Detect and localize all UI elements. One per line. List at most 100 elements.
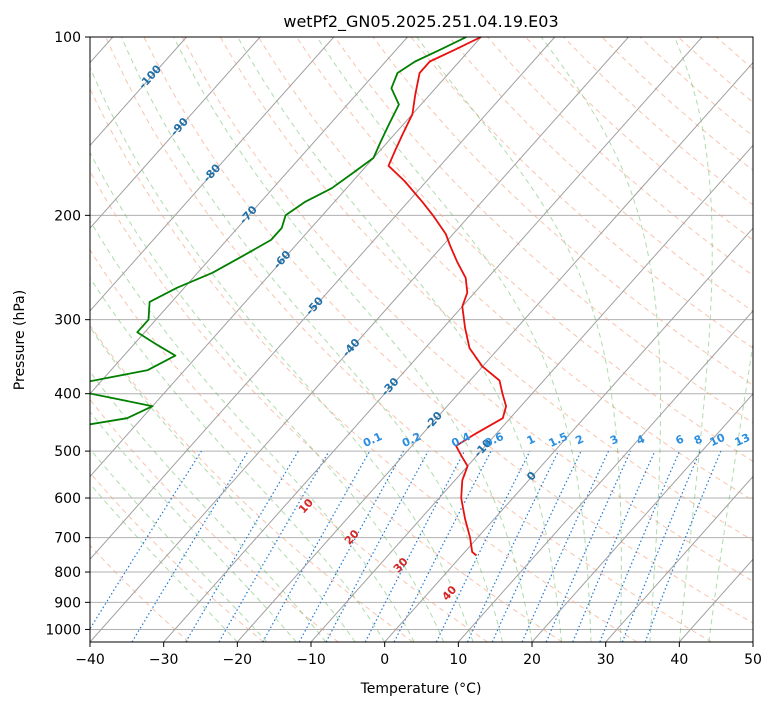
axes: −40 −30 −20 −10 0 10 20 30 40 5010020030040050060… (45, 30, 762, 668)
isotherm-line (163, 37, 703, 642)
mixing-ratio-line (364, 450, 465, 642)
mixing-ratio-line (545, 450, 632, 642)
moist-adiabat (90, 370, 327, 642)
moist-adiabat (90, 448, 268, 642)
mixing-ratio-label: 3 (608, 432, 620, 447)
x-tick-label: −10 (296, 652, 326, 668)
x-tick-label: 50 (744, 652, 762, 668)
isotherm-line (752, 641, 753, 642)
mixing-ratio-label: 16 (756, 431, 775, 449)
x-axis-title: Temperature (°C) (360, 681, 482, 697)
mixing-ratio-label: 13 (733, 431, 752, 449)
mixing-ratio-line (644, 450, 722, 642)
mixing-ratio-line (599, 450, 681, 642)
dry-adiabat (755, 37, 775, 642)
isotherm-line (90, 37, 187, 147)
mixing-ratio-line (131, 450, 249, 642)
dry-adiabat (715, 37, 753, 70)
y-tick-label: 500 (54, 444, 81, 460)
y-tick-label: 600 (54, 491, 81, 507)
x-tick-label: 10 (449, 652, 467, 668)
isotherm-line (310, 144, 753, 642)
moist-adiabat (540, 37, 661, 642)
dry-adiabat (487, 37, 753, 277)
moist-adiabat (237, 37, 562, 642)
mixing-ratio-line (435, 450, 531, 642)
mixing-ratio-line (393, 450, 492, 642)
moist-adiabat (120, 37, 503, 642)
moist-adiabat (90, 482, 238, 642)
mixing-ratio-label: 4 (635, 432, 648, 447)
moist-adiabat (673, 37, 713, 642)
dry-adiabat (181, 37, 753, 582)
y-tick-label: 300 (54, 313, 81, 329)
dry-adiabat (90, 248, 488, 642)
dewpoint-profile-line (90, 37, 467, 426)
x-tick-label: 40 (670, 652, 688, 668)
chart-title: wetPf2_GN05.2025.251.04.19.E03 (283, 12, 558, 32)
mixing-ratio-label: 2 (573, 432, 585, 447)
mixing-ratio-label: 1.5 (547, 430, 570, 450)
y-tick-label: 700 (54, 531, 81, 547)
dry-adiabat (257, 37, 753, 502)
moist-adiabat (416, 37, 622, 642)
dry-adiabat (219, 37, 753, 542)
mixing-ratio-line (218, 450, 330, 642)
isotherm-line (384, 227, 753, 642)
isotherm-line (457, 310, 753, 642)
x-tick-label: −30 (149, 652, 179, 668)
isotherm-line (90, 37, 629, 642)
x-tick-label: −20 (223, 652, 253, 668)
y-tick-label: 100 (54, 30, 81, 46)
dry-adiabat (639, 37, 753, 137)
dry-adiabat (677, 37, 753, 103)
isotherm-line (90, 37, 482, 478)
plot-frame (89, 36, 754, 643)
mixing-ratio-line (521, 450, 610, 642)
isotherm-line (90, 37, 408, 395)
isotherm-line (90, 37, 261, 229)
mixing-ratio-label: 0.4 (449, 430, 472, 450)
plot-area: -100-90-80-70-60-50-40-30-20-1000.1 0.2 0.… (90, 37, 775, 642)
moist-adiabat (90, 276, 386, 642)
moist-adiabat-label: 10 (296, 496, 316, 516)
dry-adiabat (448, 37, 753, 313)
x-tick-label: 30 (597, 652, 615, 668)
isotherm-line (90, 37, 335, 312)
moist-adiabat (173, 37, 533, 642)
y-tick-label: 400 (54, 387, 81, 403)
dry-adiabat (143, 37, 753, 624)
mixing-ratio-label: 0.2 (400, 430, 423, 450)
moist-adiabat (90, 151, 445, 642)
mixing-ratio-line (572, 450, 656, 642)
y-tick-label: 800 (54, 565, 81, 581)
mixing-ratio-label: 1 (525, 432, 537, 447)
dry-adiabat (90, 544, 190, 642)
temperature-profile-line (387, 37, 507, 557)
mixing-ratio-line (325, 450, 429, 642)
moist-adiabat (708, 340, 753, 642)
dry-adiabat (525, 37, 753, 241)
x-tick-label: 0 (380, 652, 389, 668)
isotherm-line (236, 61, 753, 642)
mixing-ratio-line (90, 450, 202, 630)
moist-adiabat-label: 20 (342, 527, 362, 547)
dry-adiabat (563, 37, 753, 206)
dry-adiabat (372, 37, 753, 386)
mixing-ratio-label: 10 (708, 431, 728, 449)
isotherm-line (605, 475, 753, 642)
y-axis-title: Pressure (hPa) (12, 290, 28, 390)
mixing-ratio-label: 8 (692, 432, 704, 447)
x-tick-label: 20 (523, 652, 541, 668)
moist-adiabat (316, 37, 592, 642)
dry-adiabat (90, 471, 264, 642)
mixing-ratio-line (466, 450, 559, 642)
mixing-ratio-label: 0.6 (483, 430, 506, 450)
mixing-ratio-label: 6 (674, 432, 687, 447)
y-tick-label: 200 (54, 208, 81, 224)
moist-adiabat (90, 66, 474, 642)
x-tick-label: −40 (75, 652, 105, 668)
moist-adiabat-label: 40 (440, 583, 460, 603)
moist-adiabat (90, 410, 297, 642)
